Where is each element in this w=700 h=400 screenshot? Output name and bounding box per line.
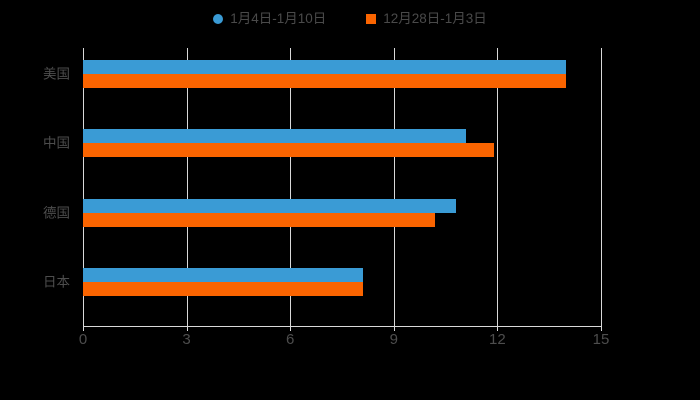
bar-中国-series-1[interactable] xyxy=(83,129,467,144)
plot-area xyxy=(83,48,602,327)
x-tick-mark-15 xyxy=(601,326,602,331)
bar-日本-series-1[interactable] xyxy=(83,268,363,283)
legend-label-series-2: 12月28日-1月3日 xyxy=(383,11,487,27)
gridline-x-15 xyxy=(601,48,602,326)
y-tick-label-中国: 中国 xyxy=(43,135,70,151)
bar-美国-series-2[interactable] xyxy=(83,73,567,88)
bar-德国-series-1[interactable] xyxy=(83,198,456,213)
x-tick-label-0: 0 xyxy=(78,331,88,348)
y-tick-label-美国: 美国 xyxy=(43,65,70,81)
x-axis-line xyxy=(83,326,601,327)
legend-label-series-1: 1月4日-1月10日 xyxy=(230,11,327,27)
chart-legend: 1月4日-1月10日 12月28日-1月3日 xyxy=(0,8,700,30)
bar-中国-series-2[interactable] xyxy=(83,143,494,158)
gridline-x-3 xyxy=(186,48,188,326)
x-tick-label-6: 6 xyxy=(286,331,295,348)
gridline-x-6 xyxy=(290,48,292,326)
x-tick-mark-3 xyxy=(186,326,188,331)
bar-德国-series-2[interactable] xyxy=(83,212,436,227)
legend-marker-circle-icon xyxy=(213,14,224,24)
legend-item-series-2[interactable]: 12月28日-1月3日 xyxy=(366,12,487,26)
gridline-x-12 xyxy=(497,48,499,326)
x-tick-label-12: 12 xyxy=(489,331,506,348)
bar-日本-series-2[interactable] xyxy=(83,282,363,297)
y-tick-label-日本: 日本 xyxy=(43,274,70,290)
x-tick-label-15: 15 xyxy=(592,331,610,348)
x-tick-mark-9 xyxy=(393,326,395,331)
y-axis-line xyxy=(83,48,84,326)
x-tick-label-3: 3 xyxy=(182,331,191,348)
legend-marker-square-icon xyxy=(366,14,377,24)
x-tick-label-9: 9 xyxy=(389,331,398,348)
legend-item-series-1[interactable]: 1月4日-1月10日 xyxy=(213,12,326,26)
bar-美国-series-1[interactable] xyxy=(83,59,567,74)
gridline-x-9 xyxy=(393,48,395,326)
x-tick-mark-0 xyxy=(83,326,84,331)
y-tick-label-德国: 德国 xyxy=(43,204,70,220)
x-tick-mark-6 xyxy=(290,326,292,331)
x-tick-mark-12 xyxy=(497,326,499,331)
